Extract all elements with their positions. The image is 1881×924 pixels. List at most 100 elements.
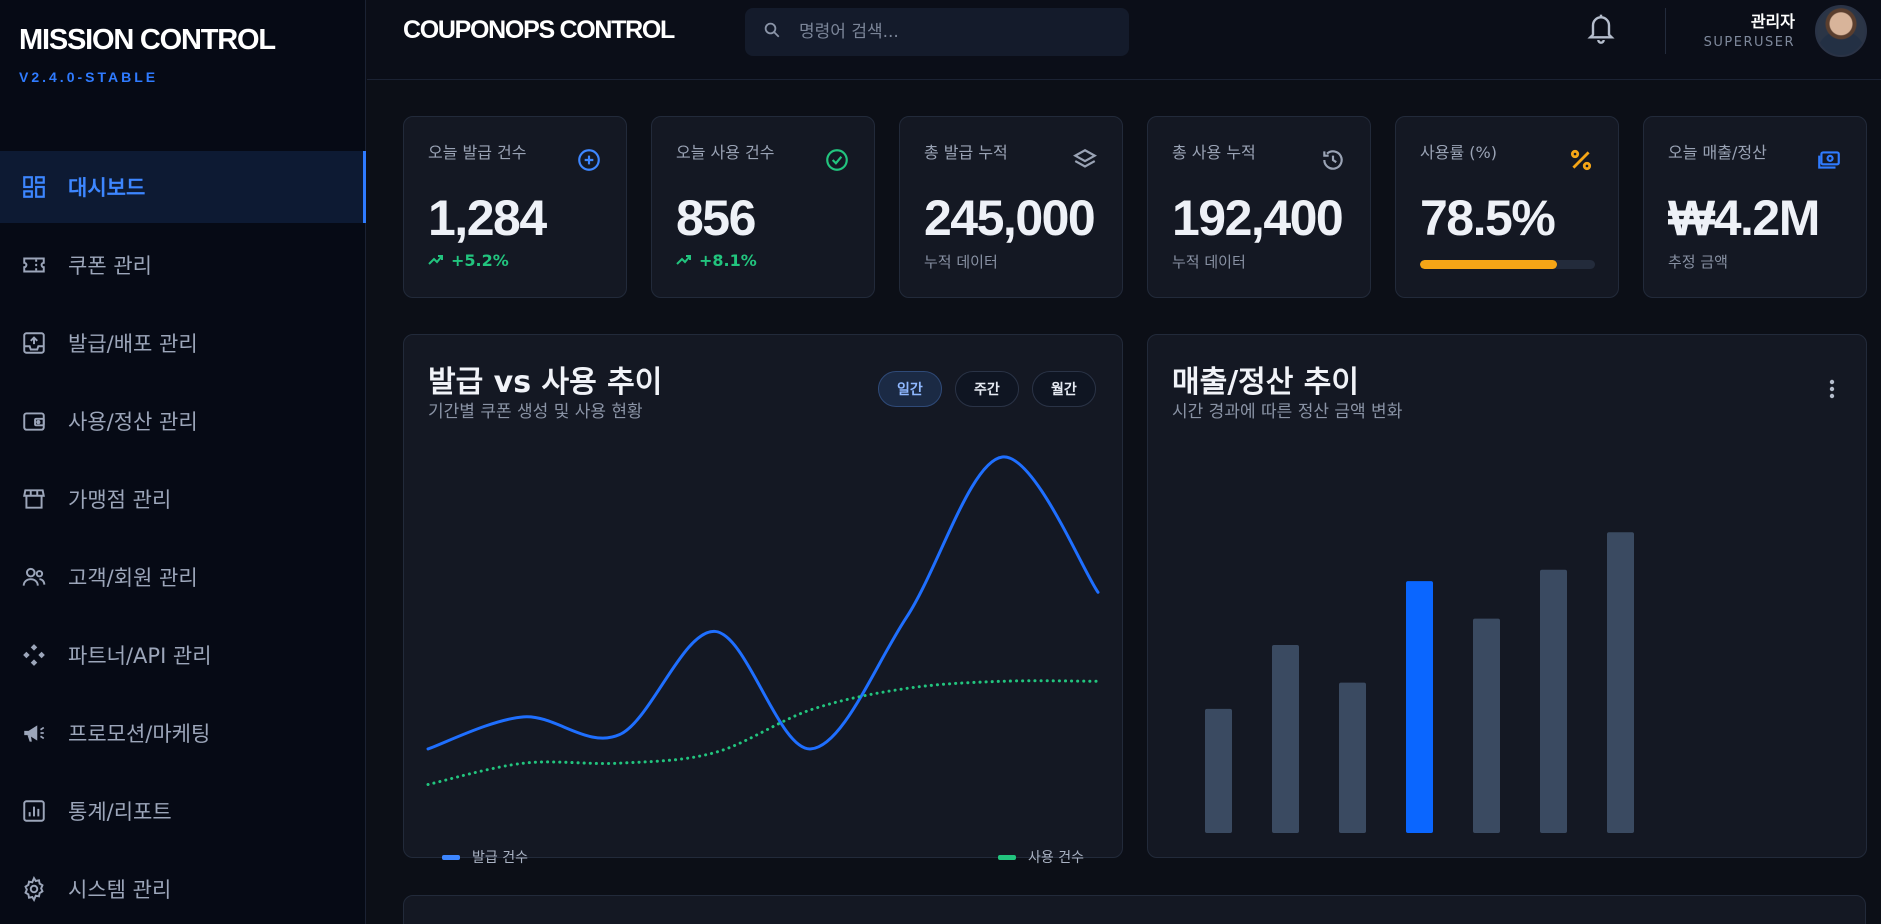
- panel-title: 발급 vs 사용 추이: [428, 365, 663, 400]
- issue-vs-use-panel: 발급 vs 사용 추이 기간별 쿠폰 생성 및 사용 현황 일간 주간 월간 발…: [403, 334, 1123, 866]
- megaphone-icon: [20, 719, 48, 747]
- dashboard-icon: [20, 173, 48, 201]
- avatar[interactable]: [1815, 5, 1867, 57]
- users-icon: [20, 563, 48, 591]
- search-icon: [763, 21, 781, 43]
- store-icon: [20, 485, 48, 513]
- stat-delta: +8.1%: [676, 251, 757, 270]
- revenue-bar: [1339, 682, 1366, 833]
- sidebar-item-coupons[interactable]: 쿠폰 관리: [0, 229, 366, 301]
- stat-card-total-used: 총 사용 누적 192,400 누적 데이터: [1147, 116, 1371, 298]
- revenue-bar: [1540, 569, 1567, 833]
- stat-value: ₩4.2M: [1668, 190, 1820, 246]
- upload-box-icon: [20, 329, 48, 357]
- stat-sub: 누적 데이터: [924, 253, 998, 271]
- revenue-bar: [1473, 618, 1500, 833]
- percent-icon: [1568, 147, 1594, 173]
- legend-swatch: [442, 854, 460, 860]
- stat-card-today-issued: 오늘 발급 건수 1,284 +5.2%: [403, 116, 627, 298]
- sidebar-item-label: 프로모션/마케팅: [68, 722, 211, 746]
- usage-progress-bar: [1420, 260, 1595, 269]
- user-name: 관리자: [1750, 12, 1795, 31]
- tab-weekly[interactable]: 주간: [955, 371, 1019, 407]
- stat-sub: 추정 금액: [1668, 253, 1728, 271]
- bottom-panel: [403, 895, 1866, 924]
- check-circle-icon: [824, 147, 850, 173]
- revenue-bar: [1607, 532, 1634, 833]
- panel-subtitle: 기간별 쿠폰 생성 및 사용 현황: [428, 402, 643, 422]
- legend-label: 사용 건수: [1028, 850, 1084, 866]
- sidebar-nav: 대시보드 쿠폰 관리 발급/배포 관리 사용/정산 관리 가맹점 관리: [0, 151, 366, 924]
- layers-icon: [1072, 147, 1098, 173]
- sidebar-item-dashboard[interactable]: 대시보드: [0, 151, 366, 223]
- sidebar-item-label: 가맹점 관리: [68, 488, 172, 512]
- stat-label: 총 사용 누적: [1172, 143, 1256, 162]
- report-icon: [20, 797, 48, 825]
- revenue-bar: [1406, 581, 1433, 833]
- sidebar-item-label: 발급/배포 관리: [68, 332, 198, 356]
- legend-issue: 발급 건수: [442, 847, 528, 867]
- panel-title: 매출/정산 추이: [1172, 365, 1360, 400]
- stat-delta: +5.2%: [428, 251, 509, 270]
- brand: MISSION CONTROL V2.4.0-STABLE: [19, 24, 276, 85]
- user-role: SUPERUSER: [1703, 35, 1795, 50]
- stat-delta-value: +8.1%: [699, 251, 757, 270]
- stat-card-total-issued: 총 발급 누적 245,000 누적 데이터: [899, 116, 1123, 298]
- bar-chart: [1205, 532, 1634, 833]
- sidebar-item-label: 시스템 관리: [68, 878, 172, 902]
- app-title: COUPONOPS CONTROL: [403, 16, 675, 44]
- revenue-bar: [1205, 708, 1232, 833]
- sidebar-item-promotion[interactable]: 프로모션/마케팅: [0, 697, 366, 769]
- top-header: COUPONOPS CONTROL 관리자 SUPERUSER: [367, 0, 1881, 80]
- search-box[interactable]: [745, 8, 1129, 56]
- usage-progress-fill: [1420, 260, 1558, 269]
- sidebar-item-system[interactable]: 시스템 관리: [0, 853, 366, 924]
- stat-label: 사용률 (%): [1420, 143, 1497, 162]
- sidebar-item-label: 대시보드: [68, 176, 146, 200]
- stat-label: 오늘 사용 건수: [676, 143, 775, 162]
- wallet-icon: [20, 407, 48, 435]
- bell-icon[interactable]: [1585, 10, 1617, 46]
- panel-subtitle: 시간 경과에 따른 정산 금액 변화: [1172, 402, 1403, 422]
- search-input[interactable]: [799, 22, 1099, 42]
- api-icon: [20, 641, 48, 669]
- sidebar-item-customers[interactable]: 고객/회원 관리: [0, 541, 366, 613]
- stat-sub: 누적 데이터: [1172, 253, 1246, 271]
- sidebar-item-label: 쿠폰 관리: [68, 254, 152, 278]
- used-series-line: [426, 679, 1100, 787]
- stat-delta-value: +5.2%: [451, 251, 509, 270]
- ticket-icon: [20, 251, 48, 279]
- brand-title: MISSION CONTROL: [19, 24, 276, 56]
- sidebar-item-label: 통계/리포트: [68, 800, 172, 824]
- more-vertical-icon[interactable]: [1822, 377, 1842, 401]
- sidebar-item-settlement[interactable]: 사용/정산 관리: [0, 385, 366, 457]
- sidebar-item-partners[interactable]: 파트너/API 관리: [0, 619, 366, 691]
- sidebar-item-issuance[interactable]: 발급/배포 관리: [0, 307, 366, 379]
- sidebar-item-label: 파트너/API 관리: [68, 644, 212, 668]
- header-divider: [1665, 8, 1666, 54]
- stat-label: 총 발급 누적: [924, 143, 1008, 162]
- stat-card-today-used: 오늘 사용 건수 856 +8.1%: [651, 116, 875, 298]
- legend-use: 사용 건수: [998, 847, 1084, 867]
- trending-up-icon: [676, 251, 699, 270]
- tab-daily[interactable]: 일간: [878, 371, 942, 407]
- sidebar: MISSION CONTROL V2.4.0-STABLE 대시보드 쿠폰 관리…: [0, 0, 366, 924]
- stat-value: 245,000: [924, 190, 1096, 246]
- line-chart: [426, 455, 1100, 787]
- sidebar-item-label: 사용/정산 관리: [68, 410, 198, 434]
- gear-icon: [20, 875, 48, 903]
- stat-card-usage-rate: 사용률 (%) 78.5%: [1395, 116, 1619, 298]
- trending-up-icon: [428, 251, 451, 270]
- brand-version: V2.4.0-STABLE: [19, 69, 159, 85]
- stat-label: 오늘 매출/정산: [1668, 143, 1767, 162]
- revenue-trend-panel: 매출/정산 추이 시간 경과에 따른 정산 금액 변화: [1147, 334, 1867, 858]
- stat-label: 오늘 발급 건수: [428, 143, 527, 162]
- stat-value: 1,284: [428, 190, 547, 246]
- legend-swatch: [998, 854, 1016, 860]
- sidebar-item-merchants[interactable]: 가맹점 관리: [0, 463, 366, 535]
- legend-label: 발급 건수: [472, 850, 528, 866]
- plus-circle-icon: [576, 147, 602, 173]
- revenue-bar: [1272, 645, 1299, 833]
- tab-monthly[interactable]: 월간: [1032, 371, 1096, 407]
- sidebar-item-reports[interactable]: 통계/리포트: [0, 775, 366, 847]
